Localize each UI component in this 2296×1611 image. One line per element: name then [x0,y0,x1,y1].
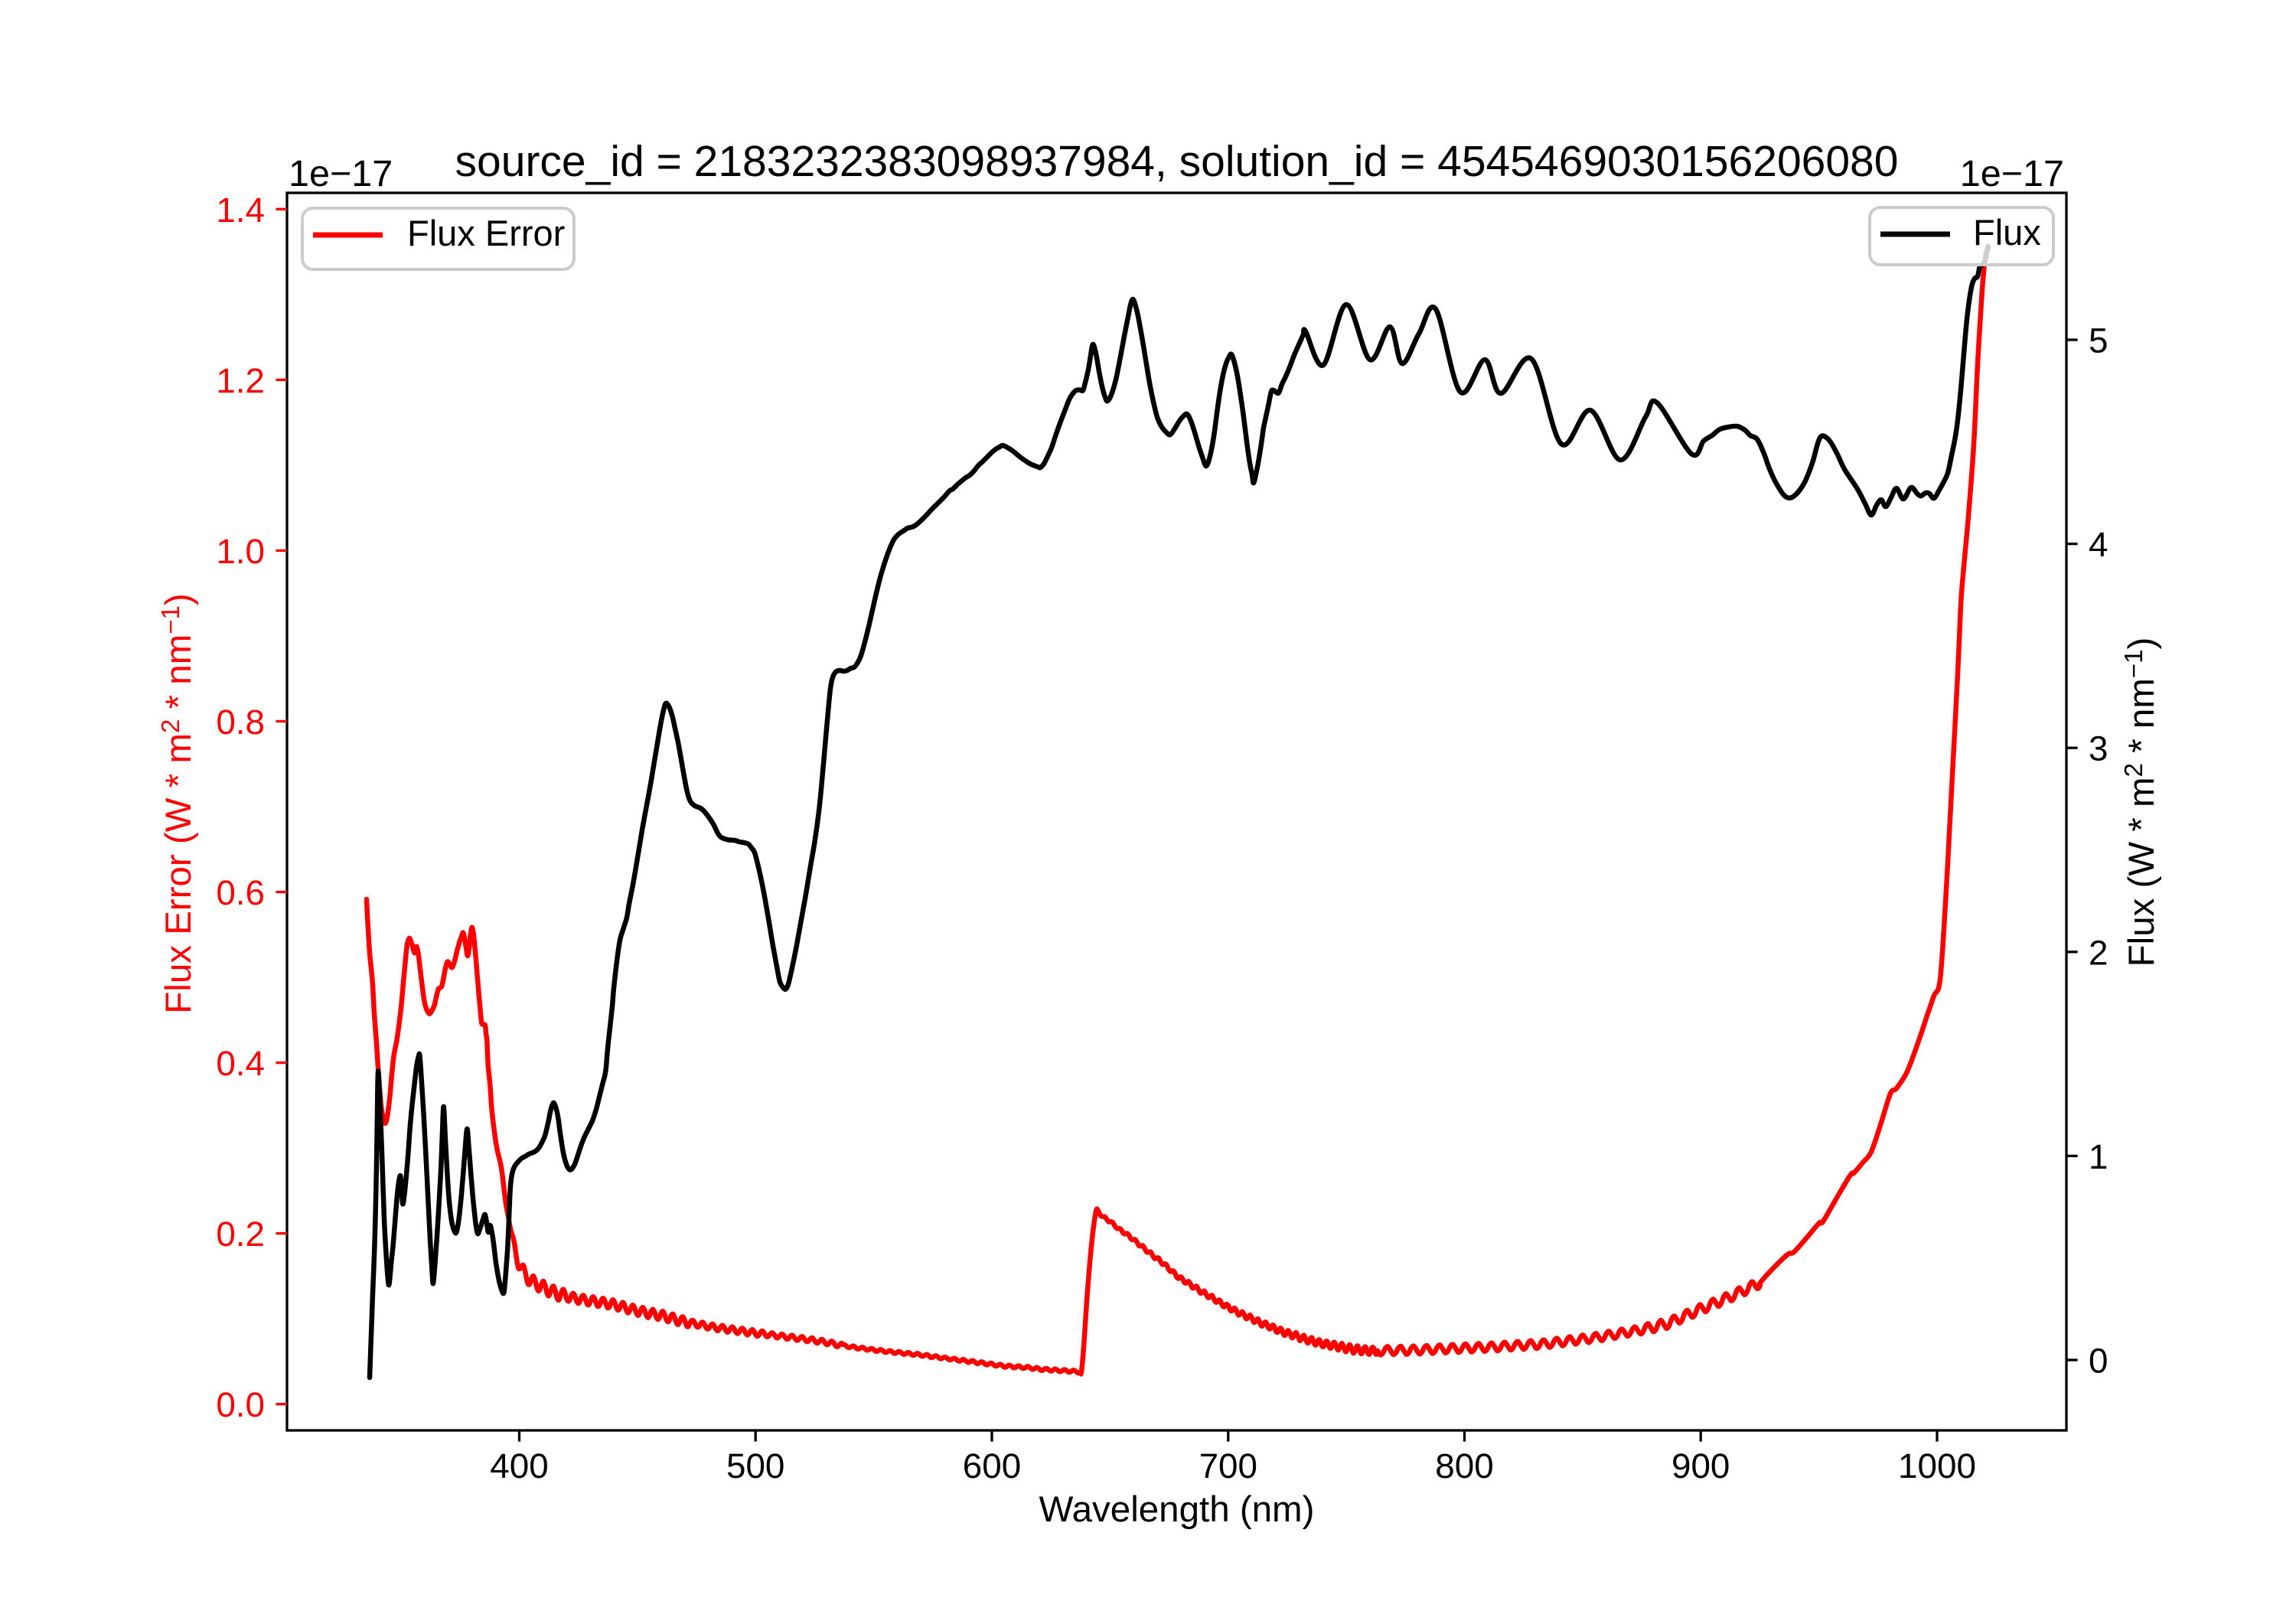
svg-text:Flux: Flux [1973,212,2041,253]
svg-text:900: 900 [1671,1446,1730,1485]
svg-text:500: 500 [726,1446,784,1485]
svg-text:4: 4 [2089,525,2108,564]
svg-text:Flux (W * m2 * nm−1): Flux (W * m2 * nm−1) [2119,638,2162,967]
svg-text:1.4: 1.4 [216,191,265,230]
svg-text:1000: 1000 [1898,1446,1976,1485]
svg-text:1.2: 1.2 [216,361,265,400]
svg-text:0: 0 [2089,1342,2108,1381]
svg-text:800: 800 [1435,1446,1493,1485]
svg-text:source_id = 218323238309893798: source_id = 2183232383098937984, solutio… [455,137,1899,186]
svg-text:0.2: 0.2 [216,1215,265,1254]
svg-text:Flux Error: Flux Error [407,213,565,253]
svg-text:0.0: 0.0 [216,1385,265,1424]
svg-text:0.4: 0.4 [216,1044,265,1083]
svg-text:Flux Error (W * m2 * nm−1): Flux Error (W * m2 * nm−1) [156,593,199,1013]
svg-text:0.6: 0.6 [216,873,265,912]
svg-text:1.0: 1.0 [216,532,265,571]
svg-text:400: 400 [490,1446,548,1485]
svg-text:Wavelength (nm): Wavelength (nm) [1039,1489,1315,1530]
svg-text:2: 2 [2089,933,2108,972]
svg-text:1: 1 [2089,1137,2108,1176]
svg-text:600: 600 [963,1446,1021,1485]
svg-text:5: 5 [2089,321,2108,360]
svg-text:0.8: 0.8 [216,703,265,742]
svg-text:700: 700 [1199,1446,1257,1485]
svg-text:3: 3 [2089,729,2108,768]
svg-text:1e−17: 1e−17 [1960,153,2064,194]
svg-text:1e−17: 1e−17 [289,153,393,194]
